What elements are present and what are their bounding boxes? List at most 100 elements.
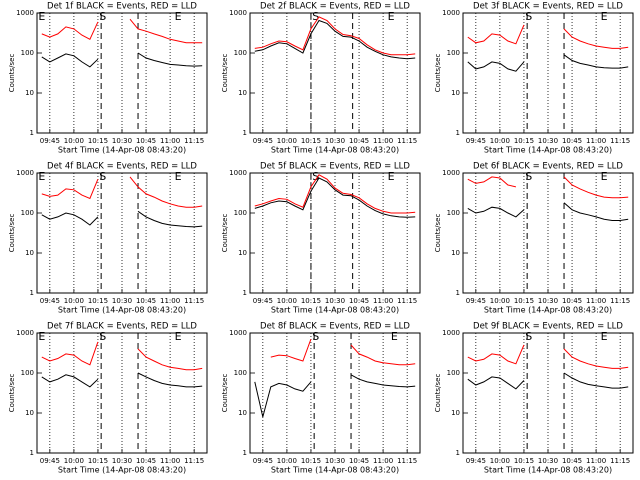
x-tick-label: 09:45 — [466, 457, 486, 465]
panel: Det 8f BLACK = Events, RED = LLD Start Ti… — [221, 322, 421, 475]
x-tick-label: 10:15 — [301, 297, 321, 305]
x-tick-label: 10:30 — [325, 137, 345, 145]
x-tick-label: 09:45 — [466, 137, 486, 145]
y-axis-label: Counts/sec — [8, 214, 16, 253]
panel-title: Det 1f BLACK = Events, RED = LLD — [47, 2, 197, 12]
y-tick-label: 10 — [25, 89, 34, 97]
x-tick-label: 11:00 — [586, 457, 606, 465]
x-tick-label: 10:45 — [349, 457, 369, 465]
x-tick-label: 11:15 — [397, 137, 417, 145]
panel-title: Det 2f BLACK = Events, RED = LLD — [260, 2, 410, 12]
x-tick-label: 10:00 — [277, 297, 297, 305]
y-axis-label: Counts/sec — [221, 54, 229, 93]
event-flag: E — [388, 170, 395, 183]
x-tick-label: 10:00 — [64, 137, 84, 145]
plot-frame — [36, 172, 208, 294]
x-tick-label: 10:15 — [301, 137, 321, 145]
y-tick-label: 100 — [21, 49, 34, 57]
panel-title: Det 4f BLACK = Events, RED = LLD — [47, 162, 197, 172]
panel-title: Det 3f BLACK = Events, RED = LLD — [473, 2, 623, 12]
series-line — [254, 374, 416, 418]
series-line — [467, 176, 629, 199]
y-tick-label: 10 — [238, 409, 247, 417]
y-axis-label: Counts/sec — [221, 214, 229, 253]
x-tick-label: 10:30 — [538, 457, 558, 465]
panel: Det 3f BLACK = Events, RED = LLD Start Ti… — [434, 2, 634, 155]
y-tick-label: 1000 — [16, 9, 34, 17]
y-tick-label: 1 — [243, 129, 247, 137]
x-tick-label: 11:00 — [373, 297, 393, 305]
y-axis-label: Counts/sec — [8, 374, 16, 413]
plot-frame — [462, 12, 634, 134]
panel-title: Det 8f BLACK = Events, RED = LLD — [260, 322, 410, 332]
x-tick-label: 10:30 — [325, 297, 345, 305]
series-line — [41, 341, 203, 371]
x-tick-label: 11:00 — [373, 137, 393, 145]
x-axis-label: Start Time (14-Apr-08 08:43:20) — [58, 306, 186, 315]
event-flag: E — [388, 10, 395, 23]
event-flag: E — [601, 330, 608, 343]
y-tick-label: 10 — [25, 409, 34, 417]
y-tick-label: 1000 — [229, 9, 247, 17]
series-line — [41, 18, 203, 44]
x-axis-label: Start Time (14-Apr-08 08:43:20) — [484, 146, 612, 155]
x-tick-label: 10:45 — [562, 297, 582, 305]
x-tick-label: 10:00 — [64, 457, 84, 465]
y-tick-label: 1 — [243, 449, 247, 457]
x-tick-label: 11:15 — [184, 457, 204, 465]
panel-title: Det 5f BLACK = Events, RED = LLD — [260, 162, 410, 172]
event-flag: E — [175, 170, 182, 183]
event-flag: E — [38, 330, 45, 343]
event-flag: E — [38, 10, 45, 23]
y-tick-label: 100 — [447, 209, 460, 217]
y-tick-label: 10 — [451, 249, 460, 257]
panel: Det 1f BLACK = Events, RED = LLD Start Ti… — [8, 2, 208, 155]
plot-frame — [462, 332, 634, 454]
series-line — [254, 177, 416, 218]
x-tick-label: 11:15 — [397, 297, 417, 305]
x-tick-label: 10:15 — [514, 297, 534, 305]
x-tick-label: 11:15 — [184, 137, 204, 145]
event-flag: S — [525, 330, 532, 343]
x-tick-label: 09:45 — [466, 297, 486, 305]
panel: Det 5f BLACK = Events, RED = LLD Start Ti… — [221, 162, 421, 315]
plot-frame — [249, 12, 421, 134]
x-tick-label: 10:30 — [325, 457, 345, 465]
y-axis-label: Counts/sec — [434, 374, 442, 413]
y-axis-label: Counts/sec — [221, 374, 229, 413]
panel: Det 9f BLACK = Events, RED = LLD Start Ti… — [434, 322, 634, 475]
x-tick-label: 09:45 — [253, 457, 273, 465]
event-flag: S — [99, 170, 106, 183]
event-flag: E — [391, 330, 398, 343]
plot-frame — [249, 172, 421, 294]
event-flag: E — [175, 10, 182, 23]
panel: Det 2f BLACK = Events, RED = LLD Start Ti… — [221, 2, 421, 155]
x-tick-label: 11:00 — [586, 297, 606, 305]
y-tick-label: 10 — [238, 249, 247, 257]
event-flag: S — [525, 170, 532, 183]
panel: Det 7f BLACK = Events, RED = LLD Start Ti… — [8, 322, 208, 475]
x-tick-label: 11:00 — [160, 457, 180, 465]
x-tick-label: 11:15 — [610, 457, 630, 465]
y-axis-label: Counts/sec — [434, 54, 442, 93]
x-tick-label: 09:45 — [40, 457, 60, 465]
x-tick-label: 10:45 — [562, 457, 582, 465]
series-line — [41, 210, 203, 228]
y-tick-label: 100 — [21, 369, 34, 377]
event-flag: S — [312, 170, 319, 183]
y-tick-label: 1000 — [229, 169, 247, 177]
x-tick-label: 11:15 — [610, 137, 630, 145]
y-tick-label: 1 — [30, 129, 34, 137]
x-tick-label: 10:30 — [112, 297, 132, 305]
x-tick-label: 11:00 — [160, 137, 180, 145]
series-line — [467, 24, 629, 49]
event-flag: S — [525, 10, 532, 23]
x-axis-label: Start Time (14-Apr-08 08:43:20) — [58, 146, 186, 155]
plot-frame — [462, 172, 634, 294]
plot-frame — [36, 12, 208, 134]
x-tick-label: 09:45 — [40, 137, 60, 145]
panel-title: Det 9f BLACK = Events, RED = LLD — [473, 322, 623, 332]
event-flag: S — [312, 330, 319, 343]
